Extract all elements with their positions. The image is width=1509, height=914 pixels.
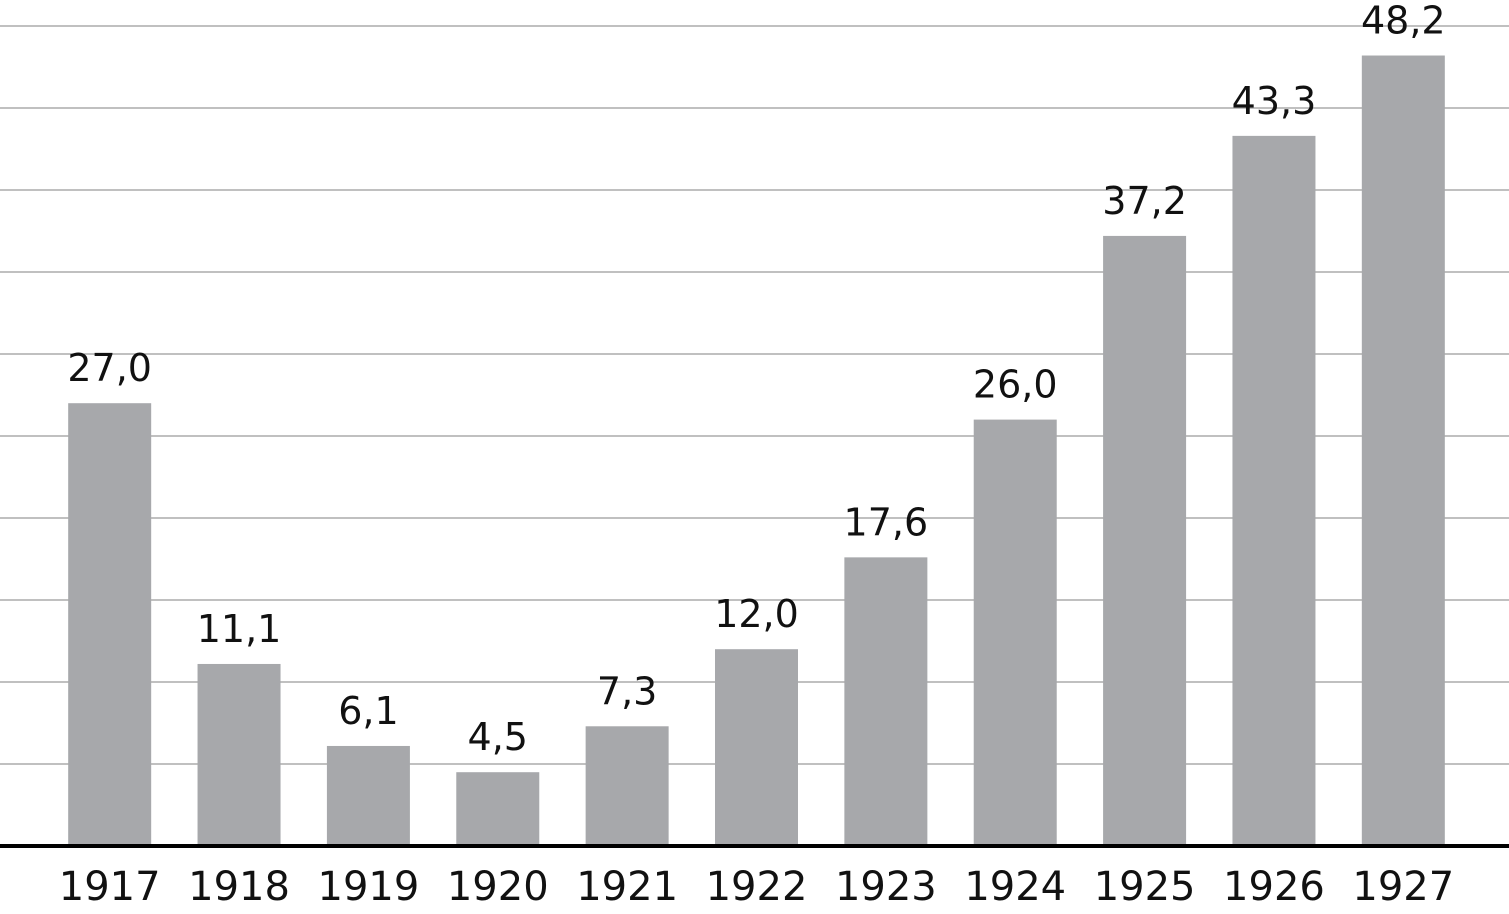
x-tick-1925: 1925 (1094, 864, 1196, 910)
data-label-1918: 11,1 (197, 607, 282, 651)
bar-1918 (197, 663, 281, 846)
x-tick-1927: 1927 (1352, 864, 1454, 910)
data-label-1917: 27,0 (67, 346, 152, 390)
data-labels: 27,0 11,1 6,1 4,5 7,3 12,0 17,6 26,0 37,2 43,3 48,… (67, 0, 1445, 759)
data-label-1920: 4,5 (468, 715, 528, 759)
bar-1924 (973, 419, 1057, 846)
x-tick-1918: 1918 (188, 864, 290, 910)
x-tick-1917: 1917 (59, 864, 161, 910)
bar-1927 (1361, 55, 1445, 846)
x-tick-1926: 1926 (1223, 864, 1325, 910)
data-label-1927: 48,2 (1361, 0, 1446, 43)
data-label-1924: 26,0 (973, 363, 1058, 407)
x-tick-1920: 1920 (447, 864, 549, 910)
data-label-1926: 43,3 (1232, 79, 1317, 123)
data-label-1921: 7,3 (597, 669, 657, 713)
data-label-1922: 12,0 (714, 592, 799, 636)
bar-1925 (1103, 235, 1187, 847)
bar-1923 (844, 557, 928, 846)
data-label-1925: 37,2 (1102, 179, 1187, 223)
bar-1921 (585, 726, 669, 846)
bar-1919 (326, 745, 410, 846)
x-tick-1921: 1921 (576, 864, 678, 910)
x-tick-labels: 1917 1918 1919 1920 1921 1922 1923 1924 1925 1926… (59, 864, 1454, 910)
data-label-1923: 17,6 (844, 500, 929, 544)
bar-1922 (715, 649, 798, 846)
bar-1920 (456, 772, 540, 846)
bar-1917 (68, 403, 152, 846)
x-tick-1922: 1922 (706, 864, 808, 910)
x-tick-1919: 1919 (318, 864, 420, 910)
bars (68, 55, 1445, 847)
bar-1926 (1232, 135, 1316, 846)
data-label-1919: 6,1 (338, 689, 398, 733)
x-tick-1923: 1923 (835, 864, 937, 910)
x-tick-1924: 1924 (964, 864, 1066, 910)
